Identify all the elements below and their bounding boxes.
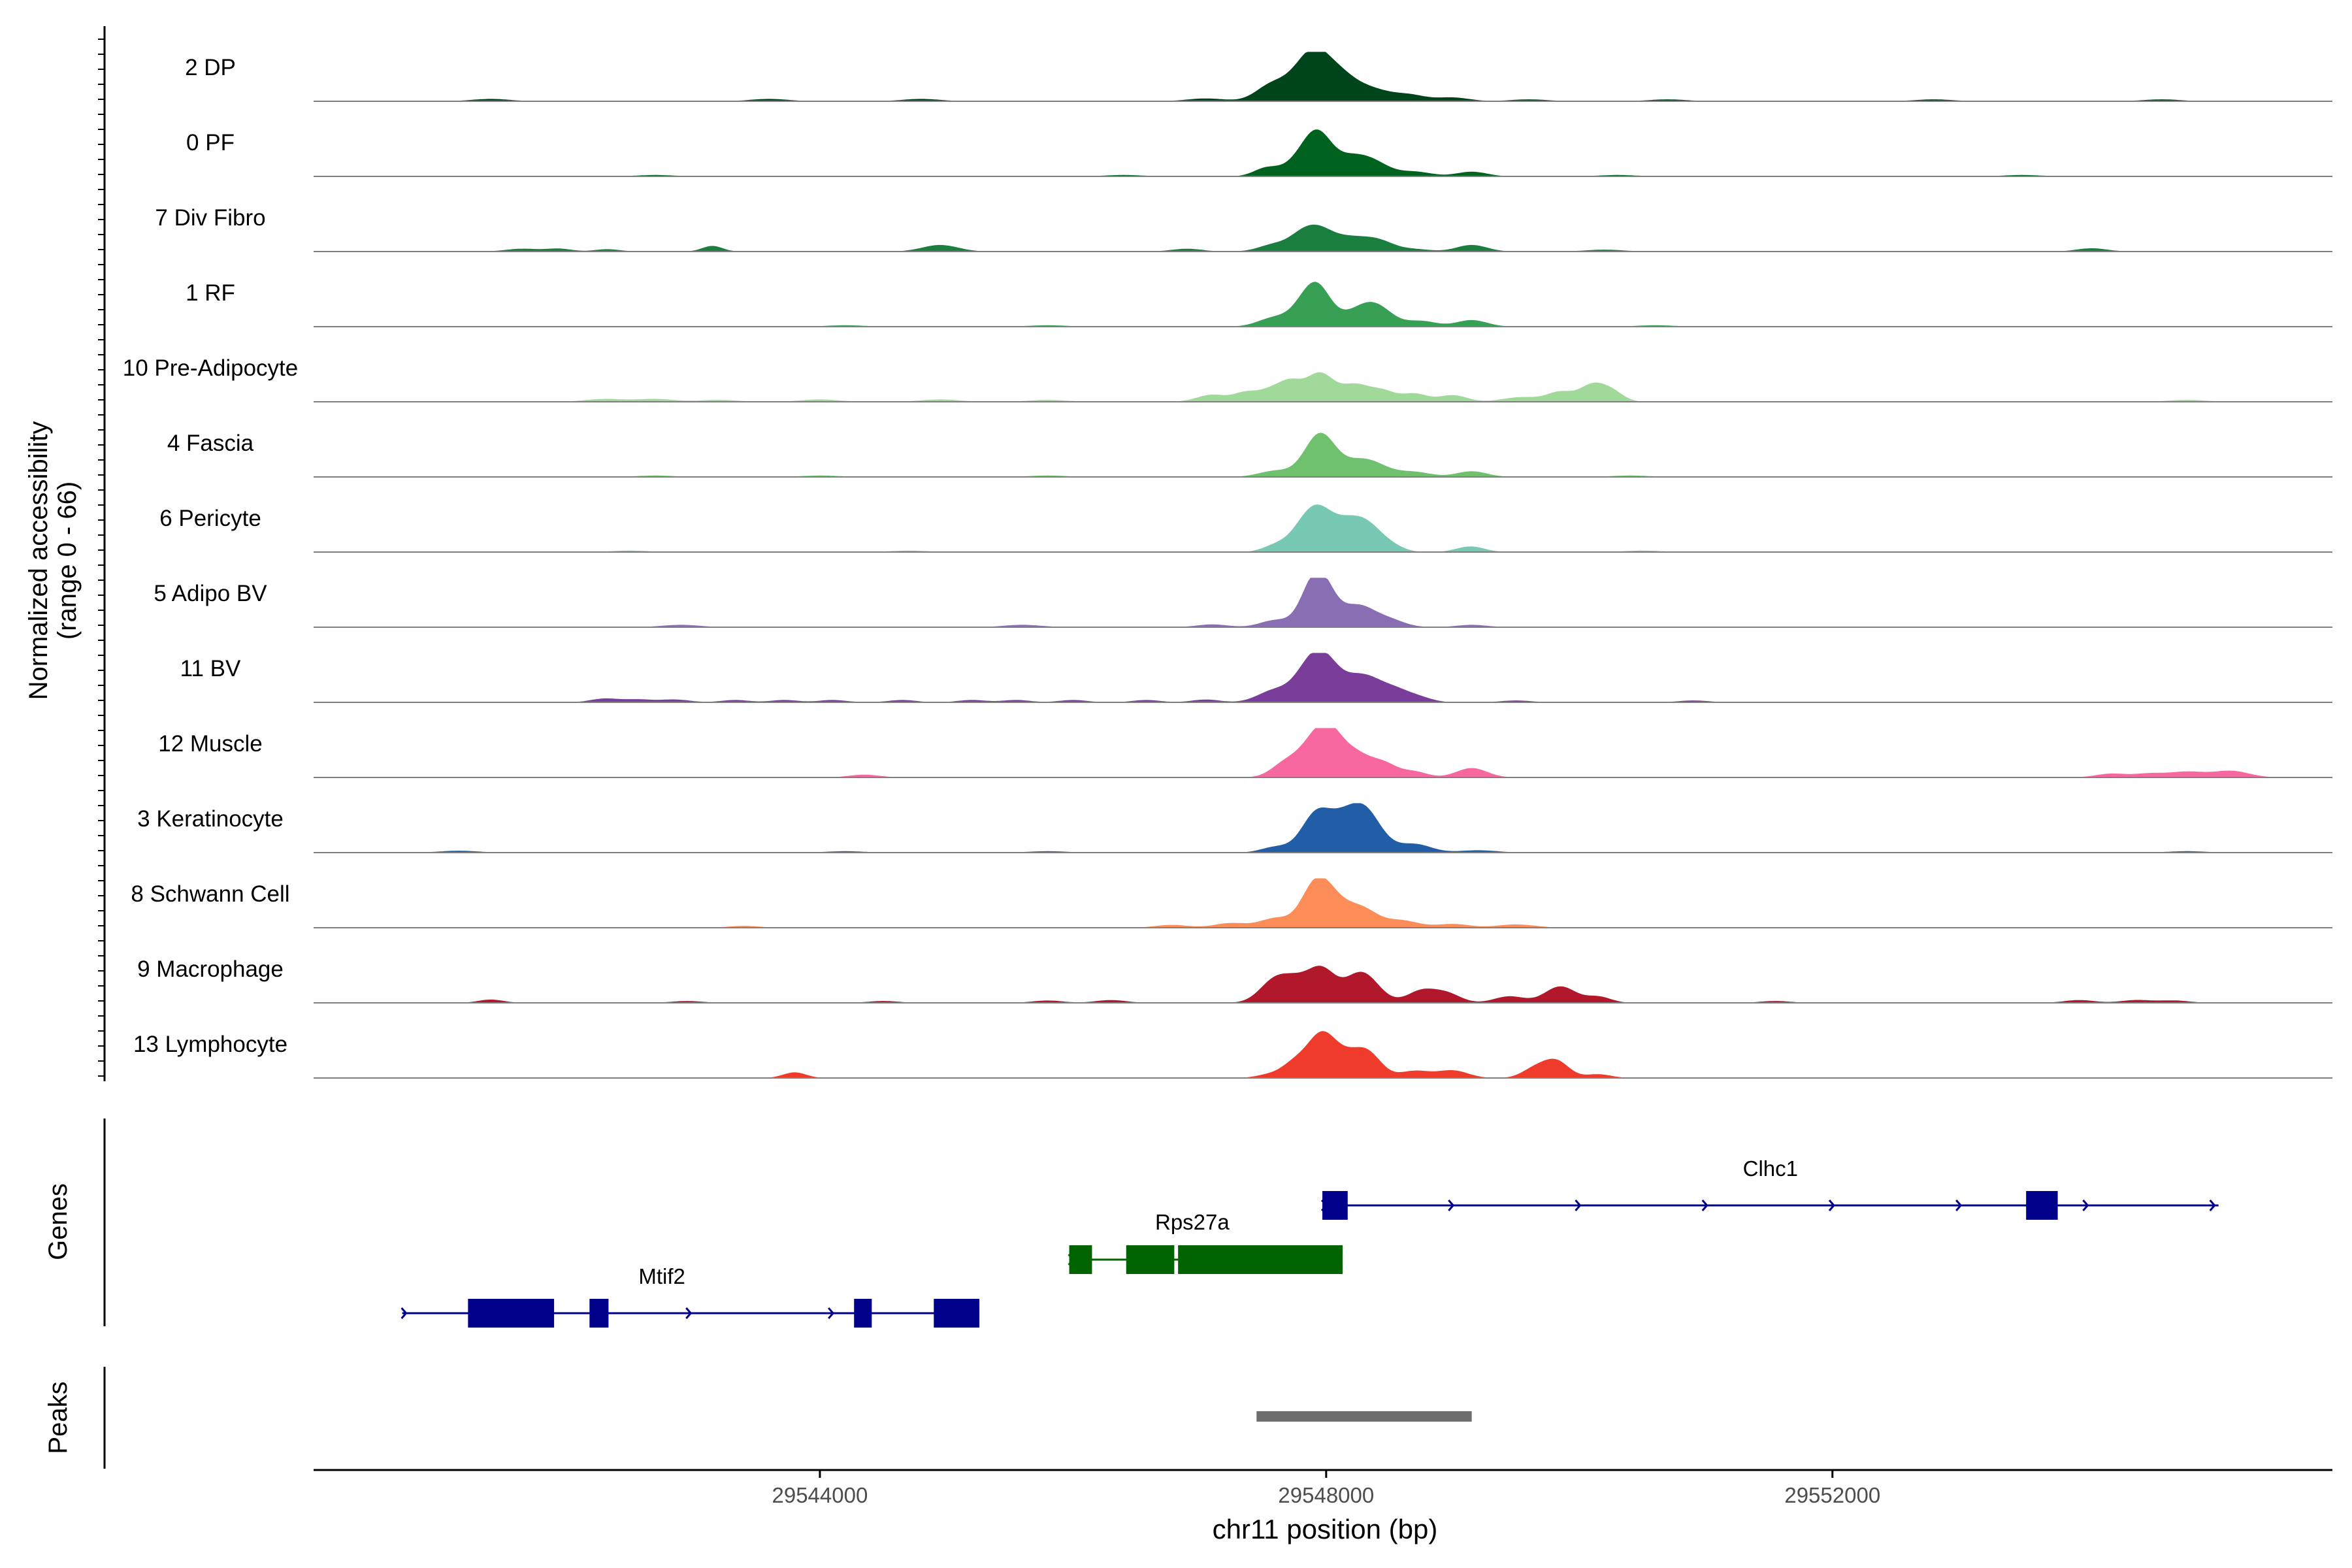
strand-arrow	[1575, 1200, 1582, 1211]
x-axis: 29544000 29548000 29552000	[314, 1469, 2332, 1507]
gene-track-label: Genes	[44, 1183, 73, 1260]
track-6-pericyte: 6 Pericyte	[159, 504, 2332, 553]
track-label: 7 Div Fibro	[155, 205, 265, 231]
track-10-pre-adipocyte: 10 Pre-Adipocyte	[123, 355, 2332, 402]
coverage-area	[314, 1031, 2332, 1078]
gene-exon	[1178, 1245, 1343, 1274]
track-label: 12 Muscle	[158, 731, 263, 757]
strand-arrow	[1701, 1200, 1708, 1211]
coverage-area	[314, 728, 2332, 777]
y-axis-title-line-1: Normalized accessibility	[24, 421, 53, 700]
x-tick-label: 29548000	[1278, 1483, 1374, 1507]
track-label: 13 Lymphocyte	[133, 1032, 287, 1057]
coverage-area	[314, 52, 2332, 101]
track-label: 3 Keratinocyte	[137, 806, 284, 832]
coverage-area	[314, 653, 2332, 702]
coverage-area	[314, 372, 2332, 402]
gene-exon	[468, 1299, 555, 1328]
coverage-area	[314, 224, 2332, 252]
gene-label: Mtif2	[638, 1264, 685, 1288]
track-3-keratinocyte: 3 Keratinocyte	[137, 803, 2332, 853]
track-5-adipo-bv: 5 Adipo BV	[154, 578, 2332, 628]
coverage-area	[314, 504, 2332, 552]
strand-arrow	[400, 1307, 408, 1319]
track-1-rf: 1 RF	[186, 280, 2332, 327]
track-label: 6 Pericyte	[159, 506, 261, 531]
strand-arrow	[2209, 1200, 2216, 1211]
track-8-schwann-cell: 8 Schwann Cell	[131, 878, 2332, 928]
gene-label: Clhc1	[1743, 1156, 1798, 1181]
x-tick-label: 29552000	[1784, 1483, 1880, 1507]
gene-exon	[1069, 1245, 1092, 1274]
track-label: 4 Fascia	[167, 431, 254, 456]
gene-exon	[589, 1299, 609, 1328]
track-4-fascia: 4 Fascia	[167, 431, 2332, 478]
track-label: 10 Pre-Adipocyte	[123, 355, 298, 381]
gene-exon	[934, 1299, 980, 1328]
gene-rps27a: Rps27a	[1068, 1210, 1343, 1274]
track-label: 5 Adipo BV	[154, 581, 267, 606]
track-0-pf: 0 PF	[186, 129, 2332, 177]
gene-track-panel: Clhc1 Rps27a Mtif2	[103, 1119, 2219, 1328]
strand-arrow	[828, 1307, 835, 1319]
gene-clhc1: Clhc1	[1320, 1156, 2219, 1220]
track-label: 11 BV	[180, 656, 241, 681]
gene-label: Rps27a	[1155, 1210, 1230, 1234]
gene-exon	[1126, 1245, 1175, 1274]
track-label: 0 PF	[186, 130, 235, 155]
strand-arrow	[1955, 1200, 1963, 1211]
peak-region	[1256, 1411, 1472, 1422]
peak-track-label: Peaks	[44, 1381, 73, 1454]
track-label: 1 RF	[186, 280, 235, 306]
track-13-lymphocyte: 13 Lymphocyte	[133, 1031, 2332, 1079]
track-label: 2 DP	[185, 55, 236, 80]
gene-mtif2: Mtif2	[400, 1264, 980, 1328]
track-9-macrophage: 9 Macrophage	[137, 956, 2332, 1004]
coverage-area	[314, 433, 2332, 477]
strand-arrow	[1448, 1200, 1455, 1211]
coverage-area	[314, 966, 2332, 1003]
coverage-area	[314, 803, 2332, 853]
coverage-area	[314, 129, 2332, 176]
track-11-bv: 11 BV	[180, 653, 2332, 703]
coverage-area	[314, 878, 2332, 928]
y-axis-title-line-2: (range 0 - 66)	[53, 482, 82, 640]
strand-arrow	[685, 1307, 693, 1319]
track-label: 9 Macrophage	[137, 956, 284, 982]
strand-arrow	[2082, 1200, 2089, 1211]
coverage-area	[314, 578, 2332, 627]
coverage-area	[314, 282, 2332, 327]
peak-track-panel	[103, 1367, 1472, 1469]
strand-arrow	[1828, 1200, 1835, 1211]
track-2-dp: 2 DP	[185, 52, 2332, 102]
track-label: 8 Schwann Cell	[131, 881, 289, 907]
gene-exon	[2026, 1191, 2058, 1220]
gene-exon	[854, 1299, 872, 1328]
x-tick-label: 29544000	[772, 1483, 868, 1507]
track-7-div-fibro: 7 Div Fibro	[155, 205, 2332, 252]
x-axis-title: chr11 position (bp)	[1213, 1514, 1438, 1544]
track-12-muscle: 12 Muscle	[158, 728, 2332, 778]
gene-exon	[1322, 1191, 1348, 1220]
coverage-panel: 2 DP 0 PF 7 Div Fibro 1 RF 10 Pre-Adipocyte 4…	[98, 26, 2332, 1081]
